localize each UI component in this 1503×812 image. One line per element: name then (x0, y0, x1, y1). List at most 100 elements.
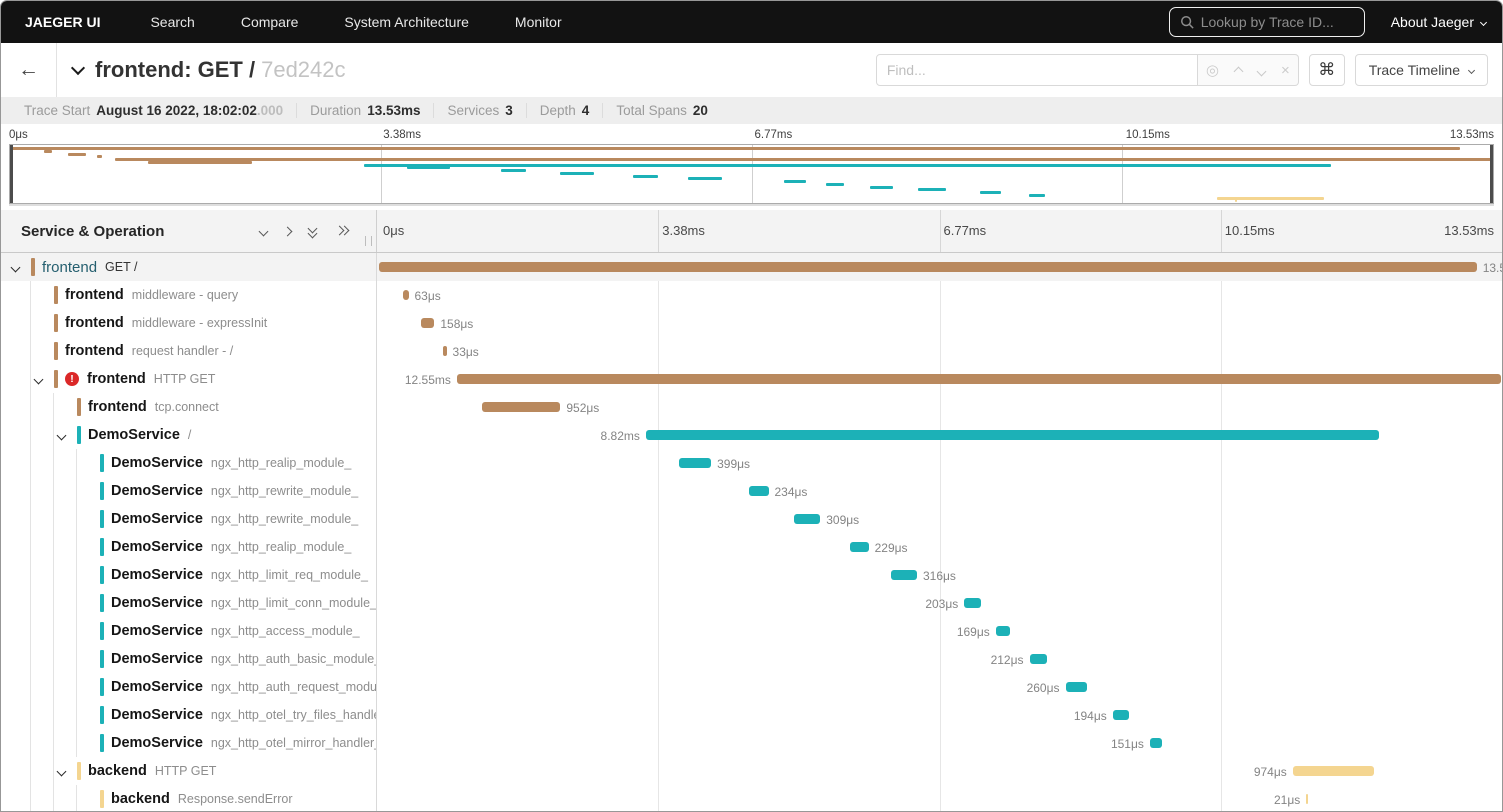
tree-indent-guide (30, 421, 31, 449)
clear-find-icon[interactable]: × (1280, 61, 1290, 79)
span-row[interactable]: DemoService ngx_http_limit_req_module_ (1, 561, 376, 589)
collapse-all-icon[interactable] (307, 223, 319, 238)
span-duration-bar[interactable] (1306, 794, 1309, 804)
span-duration-bar[interactable] (402, 290, 409, 300)
span-row[interactable]: ! frontend HTTP GET (1, 365, 376, 393)
back-button[interactable]: ← (1, 43, 57, 97)
span-gantt-row[interactable]: 316μs (377, 561, 1502, 589)
minimap-canvas[interactable] (9, 144, 1494, 204)
span-gantt-row[interactable]: 158μs (377, 309, 1502, 337)
span-duration-bar[interactable] (378, 262, 1477, 272)
span-duration-bar[interactable] (849, 542, 869, 552)
span-expand-chevron-icon[interactable] (56, 766, 67, 777)
meta-value-suffix: .000 (256, 103, 284, 118)
span-duration-label: 952μs (566, 401, 600, 415)
span-row[interactable]: frontend tcp.connect (1, 393, 376, 421)
trace-id-lookup[interactable] (1168, 7, 1365, 37)
span-gantt-row[interactable]: 309μs (377, 505, 1502, 533)
span-duration-bar[interactable] (995, 626, 1010, 636)
span-gantt-row[interactable]: 212μs (377, 645, 1502, 673)
span-duration-bar[interactable] (443, 346, 447, 356)
span-duration-bar[interactable] (1029, 654, 1047, 664)
span-gantt-row[interactable]: 12.55ms (377, 365, 1502, 393)
find-input[interactable] (875, 54, 1198, 86)
span-gantt-row[interactable]: 169μs (377, 617, 1502, 645)
span-duration-bar[interactable] (794, 514, 821, 524)
span-duration-bar[interactable] (1112, 710, 1129, 720)
collapse-trace-chevron-icon[interactable] (70, 60, 86, 75)
span-duration-bar[interactable] (749, 486, 769, 496)
minimap-tick-label: 13.53ms (1449, 129, 1494, 141)
span-row[interactable]: frontend request handler - / (1, 337, 376, 365)
span-expand-chevron-icon[interactable] (10, 262, 21, 273)
minimap-left-handle[interactable] (10, 145, 13, 203)
span-row[interactable]: DemoService / (1, 421, 376, 449)
span-duration-label: 316μs (923, 569, 956, 583)
span-row[interactable]: DemoService ngx_http_access_module_ (1, 617, 376, 645)
span-gantt-row[interactable]: 8.82ms (377, 421, 1502, 449)
span-gantt-row[interactable]: 234μs (377, 477, 1502, 505)
nav-item-monitor[interactable]: Monitor (514, 14, 562, 30)
collapse-one-icon[interactable] (258, 226, 269, 236)
span-gantt-row[interactable]: 13.53ms (377, 253, 1502, 281)
span-gantt-row[interactable]: 203μs (377, 589, 1502, 617)
span-duration-label: 169μs (956, 625, 990, 639)
span-duration-bar[interactable] (964, 598, 982, 608)
find-next-icon[interactable] (1256, 63, 1267, 78)
nav-item-compare[interactable]: Compare (240, 14, 299, 30)
span-duration-bar[interactable] (456, 374, 1501, 384)
about-jaeger-menu[interactable]: About Jaeger (1391, 14, 1488, 30)
span-row[interactable]: DemoService ngx_http_otel_try_files_handl… (1, 701, 376, 729)
span-gantt-row[interactable]: 21μs (377, 785, 1502, 811)
span-row[interactable]: frontend middleware - expressInit (1, 309, 376, 337)
span-row[interactable]: DemoService ngx_http_auth_basic_module_ (1, 645, 376, 673)
span-gantt-row[interactable]: 194μs (377, 701, 1502, 729)
tree-indent-guide (76, 645, 77, 673)
span-expand-chevron-icon[interactable] (56, 430, 67, 441)
span-operation-name: request handler - / (131, 344, 234, 358)
nav-item-system-architecture[interactable]: System Architecture (344, 14, 469, 30)
span-row[interactable]: backend Response.sendError (1, 785, 376, 811)
span-row[interactable]: DemoService ngx_http_realip_module_ (1, 533, 376, 561)
span-row[interactable]: DemoService ngx_http_rewrite_module_ (1, 505, 376, 533)
span-row[interactable]: frontend GET / (1, 253, 376, 281)
span-row[interactable]: frontend middleware - query (1, 281, 376, 309)
span-row[interactable]: DemoService ngx_http_otel_mirror_handler_ (1, 729, 376, 757)
span-duration-bar[interactable] (1149, 738, 1163, 748)
span-duration-bar[interactable] (481, 402, 561, 412)
span-name: DemoService ngx_http_limit_req_module_ (111, 561, 368, 589)
span-duration-bar[interactable] (420, 318, 435, 328)
trace-view-select[interactable]: Trace Timeline (1354, 54, 1488, 86)
span-gantt-row[interactable]: 63μs (377, 281, 1502, 309)
span-gantt-row[interactable]: 399μs (377, 449, 1502, 477)
find-prev-icon[interactable] (1233, 63, 1244, 78)
span-row[interactable]: DemoService ngx_http_realip_module_ (1, 449, 376, 477)
span-gantt-row[interactable]: 33μs (377, 337, 1502, 365)
locate-span-icon[interactable]: ◎ (1205, 61, 1219, 79)
tree-indent-guide (53, 421, 54, 449)
expand-one-icon[interactable] (282, 226, 293, 236)
span-duration-bar[interactable] (645, 430, 1380, 440)
span-row[interactable]: DemoService ngx_http_rewrite_module_ (1, 477, 376, 505)
span-duration-bar[interactable] (678, 458, 712, 468)
span-gantt-row[interactable]: 229μs (377, 533, 1502, 561)
span-duration-label: 309μs (826, 513, 860, 527)
span-row[interactable]: backend HTTP GET (1, 757, 376, 785)
trace-id-lookup-input[interactable] (1200, 14, 1351, 30)
span-duration-bar[interactable] (1292, 766, 1374, 776)
column-splitter-grip[interactable] (365, 236, 372, 246)
keyboard-shortcuts-button[interactable]: ⌘ (1308, 54, 1345, 86)
nav-item-search[interactable]: Search (150, 14, 195, 30)
minimap-right-handle[interactable] (1490, 145, 1493, 203)
span-gantt-row[interactable]: 260μs (377, 673, 1502, 701)
span-row[interactable]: DemoService ngx_http_auth_request_module_ (1, 673, 376, 701)
span-gantt-row[interactable]: 952μs (377, 393, 1502, 421)
span-gantt-row[interactable]: 151μs (377, 729, 1502, 757)
span-row[interactable]: DemoService ngx_http_limit_conn_module_ (1, 589, 376, 617)
span-duration-bar[interactable] (891, 570, 917, 580)
span-gantt-row[interactable]: 974μs (377, 757, 1502, 785)
expand-all-icon[interactable] (334, 225, 350, 236)
span-expand-chevron-icon[interactable] (33, 374, 44, 385)
span-duration-bar[interactable] (1065, 682, 1087, 692)
app-brand[interactable]: JAEGER UI (25, 14, 101, 30)
